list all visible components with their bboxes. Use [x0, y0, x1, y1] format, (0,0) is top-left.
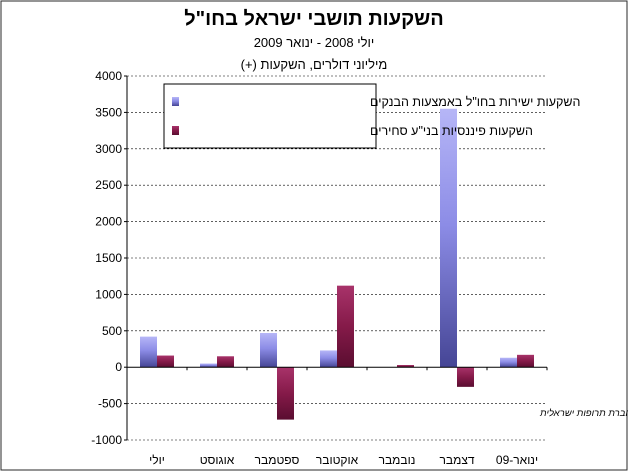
chart-units-label: מיליוני דולרים, השקעות (+) — [241, 57, 388, 72]
x-category-label: ינואר-09 — [496, 453, 538, 467]
y-tick-label: 3000 — [95, 142, 122, 156]
y-tick-label: 0 — [115, 360, 122, 374]
legend-box — [163, 83, 377, 149]
bar-series-2 — [277, 367, 294, 420]
chart-title: השקעות תושבי ישראל בחו"ל — [184, 8, 444, 30]
legend-swatch-series-2 — [172, 126, 179, 135]
bar-series-2 — [337, 285, 354, 368]
axes — [124, 75, 548, 441]
y-tick-label: -1000 — [91, 433, 122, 447]
bar-series-1 — [260, 332, 277, 368]
y-tick-label: 4000 — [95, 69, 122, 83]
bar-series-1 — [140, 336, 157, 368]
x-category-label: דצמבר — [439, 453, 474, 467]
x-category-label: ספטמבר — [255, 453, 300, 467]
x-category-label: אוגוסט — [200, 453, 235, 467]
bar-series-1 — [200, 363, 217, 368]
bar-series-2 — [517, 354, 534, 368]
legend-label-series-1: השקעות ישירות בחו"ל באמצעות הבנקים — [370, 95, 580, 109]
bar-series-2 — [157, 355, 174, 368]
bar-series-2 — [457, 367, 474, 387]
chart-subtitle: יולי 2008 - ינואר 2009 — [254, 35, 375, 50]
x-category-label: נובמבר — [379, 453, 416, 467]
y-tick-label: 1500 — [95, 251, 122, 265]
bars — [140, 108, 534, 420]
legend-swatch-series-1 — [172, 97, 179, 106]
legend: השקעות ישירות בחו"ל באמצעות הבנקים השקעו… — [163, 83, 580, 149]
y-axis-tick-labels: -1000 -500 0 500 1000 1500 2000 2500 3000 3500 400… — [91, 69, 122, 447]
bar-series-1 — [500, 357, 517, 368]
y-tick-label: 500 — [102, 324, 122, 338]
bar-series-2 — [397, 365, 414, 368]
bar-series-1 — [320, 350, 337, 368]
bar-series-2 — [217, 356, 234, 368]
y-tick-label: 2000 — [95, 215, 122, 229]
chart-annotation: דצמבר כולל רכישה גדולה שבוצעה ע"י חברת ת… — [539, 407, 628, 419]
bar-series-1 — [440, 108, 457, 368]
x-axis-category-labels: יולי אוגוסט ספטמבר אוקטובר נובמבר דצמבר ינואר-… — [149, 453, 538, 467]
y-tick-label: 2500 — [95, 178, 122, 192]
y-tick-label: -500 — [98, 397, 122, 411]
y-tick-label: 3500 — [95, 105, 122, 119]
x-category-label: יולי — [149, 453, 165, 467]
y-tick-label: 1000 — [95, 287, 122, 301]
x-category-label: אוקטובר — [316, 453, 359, 467]
legend-label-series-2: השקעות פיננסיות בני"ע סחירים — [370, 124, 533, 138]
